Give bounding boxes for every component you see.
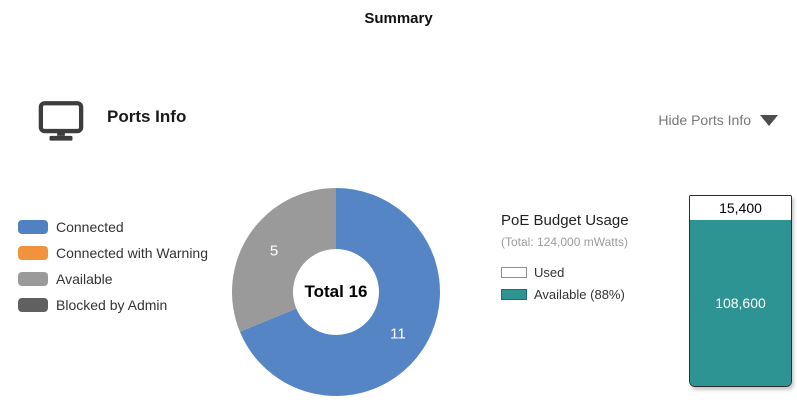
- poe-legend-label-available: Available (88%): [534, 287, 625, 302]
- bar-segment-available: 108,600: [690, 219, 791, 386]
- hide-ports-info-label: Hide Ports Info: [658, 112, 751, 128]
- hide-ports-info-toggle[interactable]: Hide Ports Info: [658, 112, 778, 128]
- donut-value-label: 11: [390, 325, 406, 342]
- poe-legend-label-used: Used: [534, 265, 565, 280]
- poe-swatch-available: [501, 289, 527, 300]
- ports-info-title: Ports Info: [107, 107, 187, 126]
- poe-budget-panel: PoE Budget Usage (Total: 124,000 mWatts)…: [501, 212, 686, 302]
- page-title: Summary: [364, 10, 433, 27]
- poe-legend-item-used: Used: [501, 265, 686, 280]
- poe-budget-subtitle: (Total: 124,000 mWatts): [501, 235, 628, 249]
- bar-segment-used: 15,400: [690, 196, 791, 220]
- legend-label-available: Available: [56, 271, 113, 287]
- chevron-down-icon: [760, 114, 778, 126]
- ports-donut-chart: 11 5 Total 16: [231, 187, 441, 397]
- ports-donut-svg: 11 5: [232, 188, 440, 396]
- legend-item-connected-with-warning: Connected with Warning: [18, 245, 209, 261]
- legend-swatch-blocked-by-admin: [18, 298, 48, 312]
- poe-budget-title: PoE Budget Usage: [501, 212, 629, 229]
- donut-segment-connected: [239, 188, 440, 396]
- monitor-icon: [38, 101, 84, 141]
- legend-swatch-connected-with-warning: [18, 246, 48, 260]
- ports-legend: Connected Connected with Warning Availab…: [18, 219, 209, 313]
- legend-label-connected-with-warning: Connected with Warning: [56, 245, 209, 261]
- poe-legend: Used Available (88%): [501, 265, 686, 302]
- legend-label-blocked-by-admin: Blocked by Admin: [56, 297, 168, 313]
- donut-segment-available: [232, 188, 336, 332]
- legend-item-available: Available: [18, 271, 208, 287]
- poe-legend-item-available: Available (88%): [501, 287, 686, 302]
- donut-value-label: 5: [270, 243, 278, 260]
- poe-swatch-used: [501, 267, 527, 278]
- legend-item-blocked-by-admin: Blocked by Admin: [18, 297, 208, 313]
- legend-label-connected: Connected: [56, 219, 124, 235]
- legend-swatch-available: [18, 272, 48, 286]
- legend-swatch-connected: [18, 220, 48, 234]
- legend-item-connected: Connected: [18, 219, 208, 235]
- poe-bar-chart: 15,400 108,600: [689, 195, 792, 387]
